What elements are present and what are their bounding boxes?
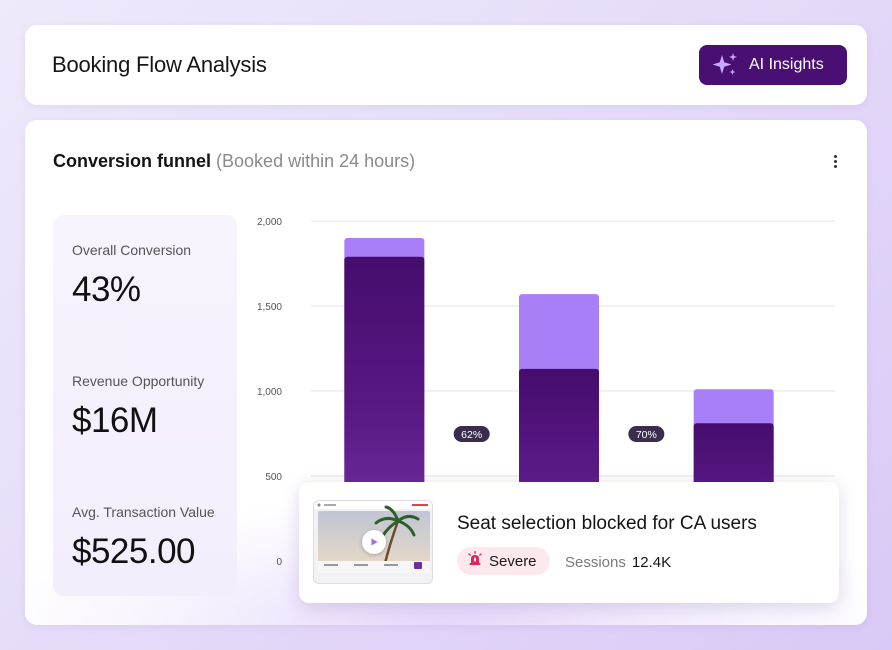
y-tick-label: 1,500 (257, 302, 282, 313)
metric-avg-transaction-value: Avg. Transaction Value $525.00 (72, 504, 215, 572)
step-conversion-pill (628, 426, 665, 442)
sparkle-icon (711, 52, 739, 78)
issue-card[interactable]: Seat selection blocked for CA users Seve… (299, 482, 839, 603)
metric-overall-conversion: Overall Conversion 43% (72, 242, 191, 310)
metric-label: Revenue Opportunity (72, 373, 205, 389)
metric-revenue-opportunity: Revenue Opportunity $16M (72, 373, 204, 441)
y-tick-label: 1,000 (257, 387, 282, 398)
metrics-panel: Overall Conversion 43% Revenue Opportuni… (53, 215, 237, 596)
sessions-stat: Sessions 12.4K (565, 554, 671, 571)
severity-label: Severe (489, 552, 537, 570)
y-tick-label: 0 (276, 557, 282, 568)
step-conversion-label: 70% (636, 429, 657, 441)
y-tick-label: 500 (265, 472, 282, 483)
sessions-value: 12.4K (631, 554, 672, 571)
metric-label: Overall Conversion (72, 242, 192, 258)
y-tick-label: 2,000 (257, 217, 282, 228)
funnel-title: Conversion funnel (53, 151, 212, 171)
siren-icon (467, 550, 483, 571)
header-card: Booking Flow Analysis AI Insights (25, 25, 867, 105)
step-conversion-label: 62% (461, 429, 482, 441)
metric-value: $525.00 (72, 532, 196, 571)
play-icon[interactable] (362, 530, 386, 554)
issue-title: Seat selection blocked for CA users (457, 513, 757, 534)
funnel-card: Conversion funnel (Booked within 24 hour… (25, 120, 867, 625)
metric-value: $16M (72, 401, 158, 440)
sessions-label: Sessions (565, 554, 626, 571)
ai-insights-button[interactable]: AI Insights (699, 45, 847, 85)
severity-badge: Severe (457, 547, 550, 575)
metric-label: Avg. Transaction Value (72, 504, 215, 520)
metric-value: 43% (72, 270, 141, 309)
page-title: Booking Flow Analysis (52, 52, 267, 77)
session-thumbnail[interactable] (313, 500, 433, 584)
section-title: Conversion funnel (Booked within 24 hour… (53, 151, 415, 172)
funnel-subtitle: (Booked within 24 hours) (216, 151, 416, 171)
step-conversion-pill (453, 426, 490, 442)
more-options-icon[interactable] (829, 152, 841, 170)
ai-insights-label: AI Insights (749, 56, 824, 73)
